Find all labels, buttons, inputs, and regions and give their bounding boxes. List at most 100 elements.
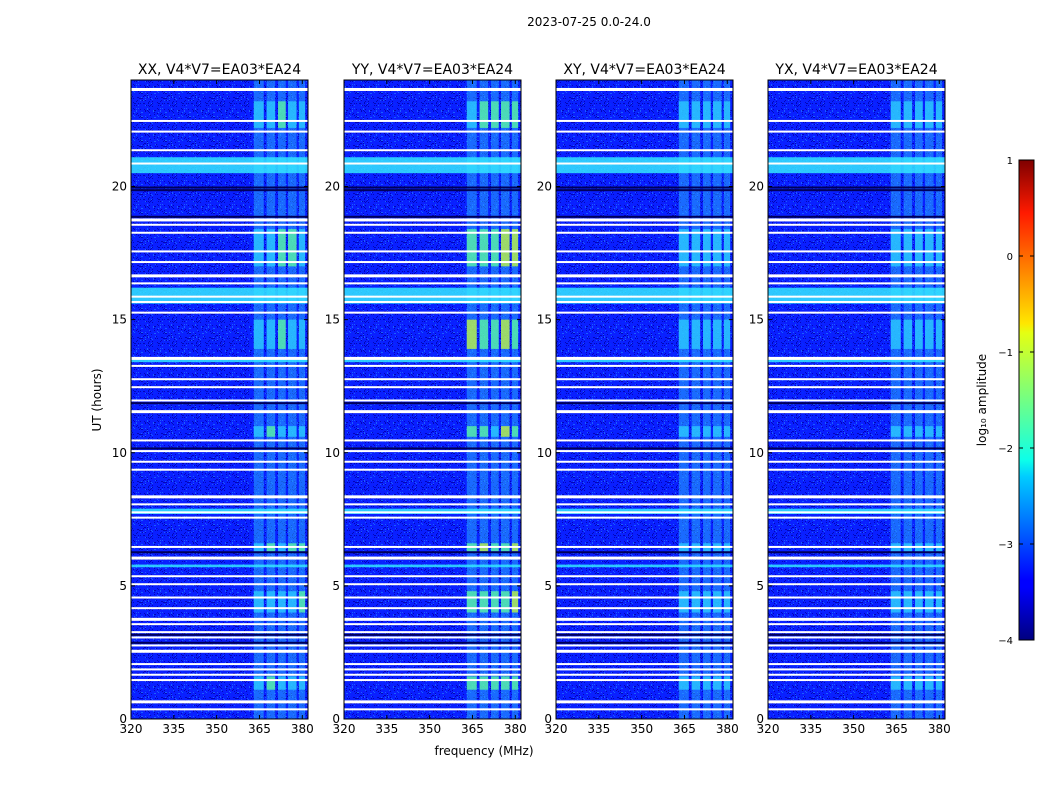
broadband-rfi (556, 359, 733, 363)
rfi-hotspot (466, 319, 477, 349)
flagged-row (344, 468, 521, 471)
flagged-row (344, 460, 521, 463)
dark-row (344, 633, 521, 636)
rfi-hotspot (915, 319, 923, 349)
dark-row (768, 215, 945, 218)
flagged-row (768, 364, 945, 367)
flagged-row (344, 679, 521, 682)
flagged-row (344, 575, 521, 578)
flagged-row (768, 311, 945, 314)
flagged-row (556, 311, 733, 314)
dark-row (131, 633, 308, 636)
rfi-hotspot (466, 591, 477, 613)
rfi-hotspot (511, 676, 519, 690)
flagged-row (556, 87, 733, 91)
flagged-row (131, 617, 308, 621)
flagged-row (556, 356, 733, 360)
flagged-row (344, 663, 521, 666)
flagged-row (768, 516, 945, 519)
rfi-hotspot (925, 676, 934, 690)
flagged-row (344, 410, 521, 414)
y-tick-label: 15 (325, 313, 340, 327)
rfi-hotspot (903, 319, 913, 349)
rfi-hotspot (479, 676, 489, 690)
rfi-hotspot (890, 426, 901, 437)
dark-row (344, 641, 521, 644)
flagged-row (344, 119, 521, 122)
spectrogram-panel: XY, V4*V7=EA03*EA24 320 335 350 365 380 0 5 10 15… (537, 62, 739, 736)
rfi-hotspot (466, 676, 477, 690)
rfi-hotspot (723, 426, 731, 437)
x-tick-label: 350 (630, 722, 653, 736)
rfi-hotspot (713, 229, 722, 267)
y-tick-label: 0 (332, 712, 340, 726)
y-tick-label: 15 (537, 313, 552, 327)
flagged-row (131, 149, 308, 152)
flagged-row (768, 282, 945, 285)
rfi-hotspot (723, 229, 731, 267)
flagged-row (344, 495, 521, 499)
rfi-hotspot (713, 426, 722, 437)
colorbar-tick-label: −4 (998, 636, 1013, 647)
flagged-row (768, 607, 945, 610)
heatmap-body (768, 80, 945, 719)
flagged-row (131, 282, 308, 285)
rfi-hotspot (935, 591, 943, 613)
flagged-row (556, 636, 733, 639)
panel-frame (343, 79, 522, 720)
flagged-row (131, 450, 308, 453)
flagged-row (768, 450, 945, 453)
rfi-hotspot (691, 319, 701, 349)
rfi-hotspot (501, 591, 510, 613)
y-tick-label: 20 (112, 180, 127, 194)
rfi-hotspot (678, 676, 689, 690)
flagged-row (556, 450, 733, 453)
flagged-row (344, 668, 521, 671)
flagged-row (556, 668, 733, 671)
flagged-row (131, 700, 308, 704)
flagged-row (556, 223, 733, 226)
rfi-hotspot (479, 591, 489, 613)
rfi-hotspot (903, 426, 913, 437)
x-tick-label: 320 (120, 722, 143, 736)
flagged-row (131, 364, 308, 367)
flagged-row (131, 649, 308, 653)
broadband-rfi (131, 359, 308, 363)
flagged-row (131, 607, 308, 610)
colorbar: 1 0 −1 −2 −3 −4 log₁₀ amplitude (975, 156, 1035, 647)
broadband-rfi (768, 564, 945, 568)
rfi-hotspot (298, 676, 306, 690)
dark-row (131, 551, 308, 554)
flagged-row (344, 261, 521, 264)
flagged-row (556, 631, 733, 634)
colorbar-tick-label: 0 (1007, 252, 1013, 263)
flagged-row (344, 596, 521, 599)
flagged-row (131, 556, 308, 560)
flagged-row (556, 545, 733, 548)
flagged-row (556, 679, 733, 682)
dark-row (131, 402, 308, 405)
rfi-hotspot (288, 101, 297, 128)
y-tick-label: 0 (544, 712, 552, 726)
flagged-row (768, 649, 945, 653)
flagged-row (768, 130, 945, 133)
rfi-hotspot (703, 319, 711, 349)
flagged-row (344, 378, 521, 381)
flagged-row (768, 617, 945, 621)
flagged-row (344, 607, 521, 610)
flagged-row (131, 673, 308, 676)
flagged-row (344, 274, 521, 278)
flagged-row (131, 356, 308, 360)
flagged-row (131, 708, 308, 711)
flagged-row (344, 649, 521, 653)
rfi-hotspot (890, 101, 901, 128)
x-tick-label: 350 (205, 722, 228, 736)
flagged-row (344, 450, 521, 453)
flagged-row (131, 231, 308, 234)
rfi-hotspot (703, 591, 711, 613)
flagged-row (131, 545, 308, 548)
rfi-hotspot (925, 229, 934, 267)
flagged-row (556, 119, 733, 122)
flagged-row (131, 250, 308, 253)
